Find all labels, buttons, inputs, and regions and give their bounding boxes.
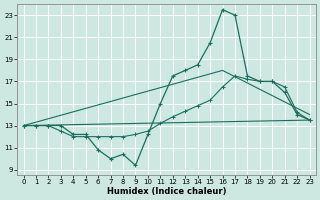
X-axis label: Humidex (Indice chaleur): Humidex (Indice chaleur) [107,187,226,196]
